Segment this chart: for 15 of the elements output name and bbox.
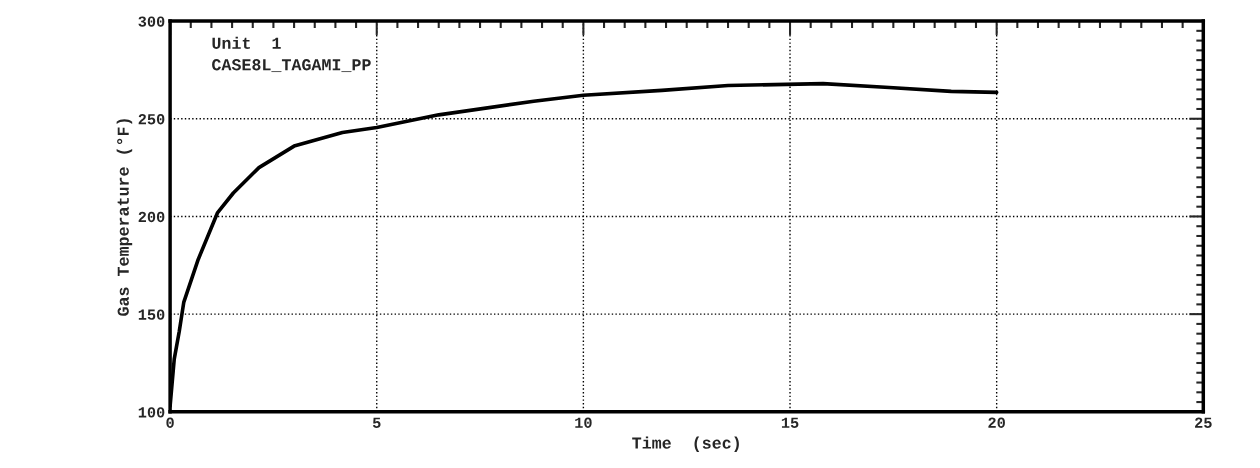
x-axis-title: Time (sec) [632, 436, 739, 453]
y-tick-label: 250 [138, 114, 165, 125]
x-tick-label: 0 [166, 417, 174, 428]
x-tick-label: 20 [988, 417, 1005, 428]
x-tick-label: 10 [575, 417, 592, 428]
annotation: Unit 1 [212, 36, 281, 49]
y-tick-label: 300 [138, 16, 165, 27]
x-tick-label: 15 [781, 417, 799, 428]
y-tick-label: 200 [138, 211, 165, 223]
annotation: CASE8L_TAGAMI_PP [212, 59, 371, 73]
y-tick-label: 150 [138, 309, 165, 320]
y-tick-label: 100 [138, 407, 165, 418]
y-axis-title: Gas Temperature (°F) [116, 119, 133, 316]
x-tick-label: 25 [1195, 417, 1212, 428]
x-tick-label: 5 [372, 417, 381, 428]
